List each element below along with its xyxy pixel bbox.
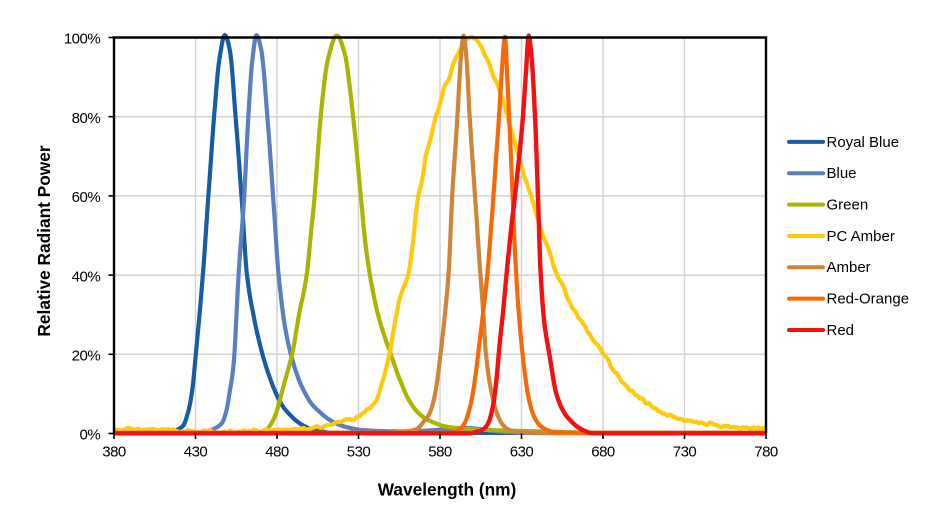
svg-text:380: 380: [102, 444, 126, 461]
svg-text:580: 580: [428, 444, 452, 461]
svg-text:0%: 0%: [80, 427, 101, 444]
svg-text:100%: 100%: [64, 31, 101, 48]
svg-text:80%: 80%: [72, 110, 101, 127]
svg-text:60%: 60%: [72, 189, 101, 206]
svg-text:680: 680: [591, 444, 615, 461]
svg-text:430: 430: [184, 444, 208, 461]
svg-text:480: 480: [265, 444, 289, 461]
svg-text:PC Amber: PC Amber: [827, 228, 895, 245]
svg-text:Royal Blue: Royal Blue: [827, 134, 900, 151]
svg-text:Red: Red: [827, 322, 855, 339]
svg-text:530: 530: [347, 444, 371, 461]
svg-text:Blue: Blue: [827, 165, 857, 182]
svg-text:Wavelength (nm): Wavelength (nm): [378, 480, 517, 500]
svg-text:730: 730: [673, 444, 697, 461]
svg-text:Green: Green: [827, 197, 869, 214]
svg-text:630: 630: [510, 444, 534, 461]
svg-text:20%: 20%: [72, 348, 101, 365]
svg-text:40%: 40%: [72, 268, 101, 285]
svg-text:Red-Orange: Red-Orange: [827, 291, 910, 308]
svg-text:Relative Radiant Power: Relative Radiant Power: [34, 145, 54, 336]
svg-text:Amber: Amber: [827, 259, 871, 276]
svg-text:780: 780: [754, 444, 778, 461]
